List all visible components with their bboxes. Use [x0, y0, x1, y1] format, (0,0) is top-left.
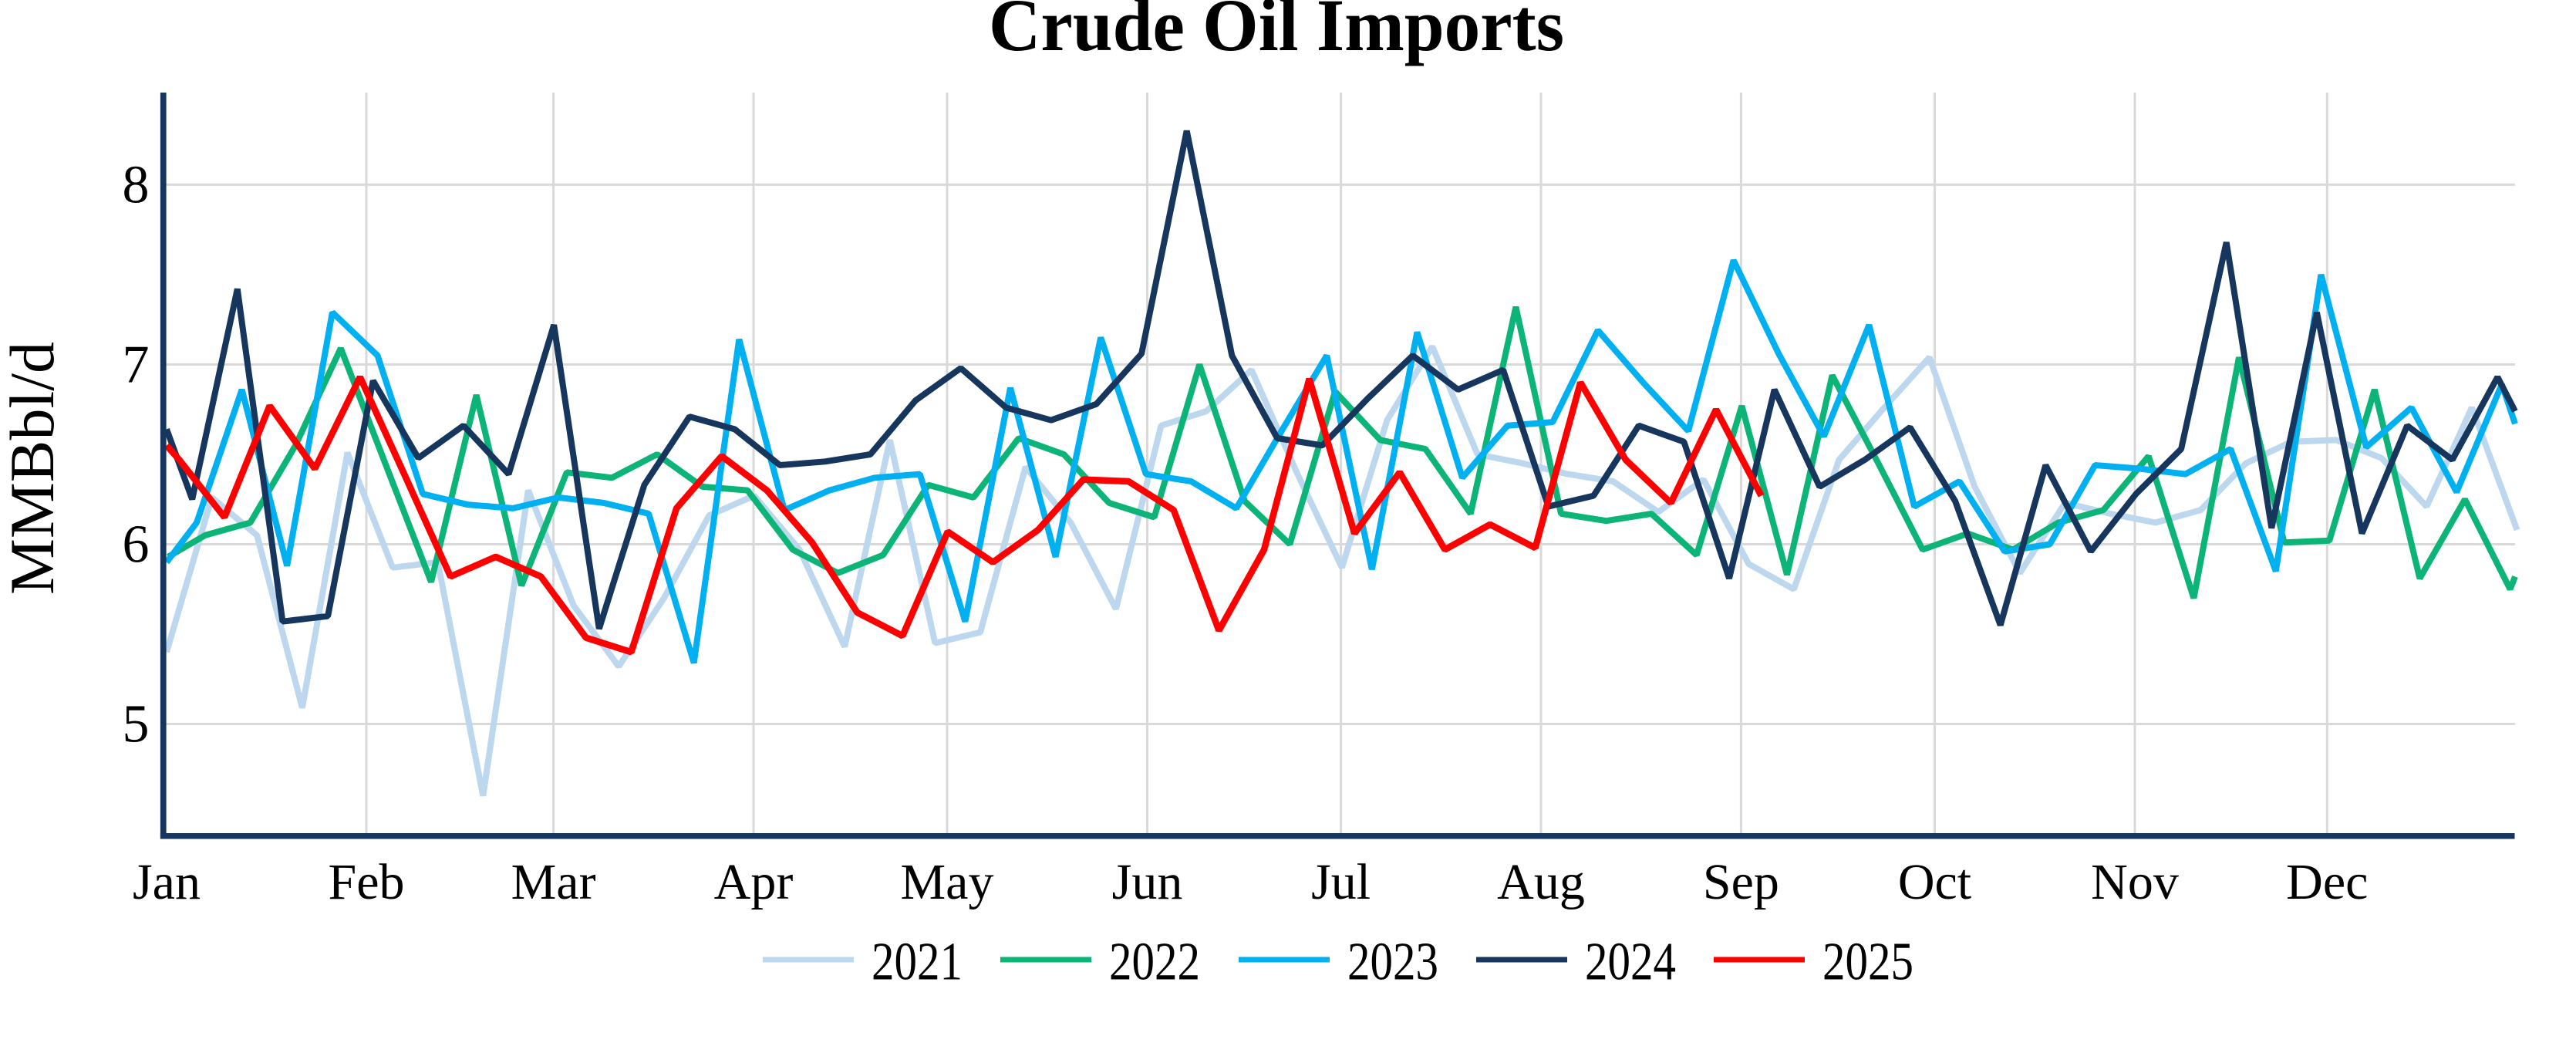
svg-text:Mar: Mar: [511, 854, 596, 910]
svg-text:Jan: Jan: [133, 854, 201, 910]
svg-text:7: 7: [123, 336, 150, 395]
svg-text:Sep: Sep: [1703, 854, 1779, 910]
svg-text:Dec: Dec: [2286, 854, 2368, 910]
svg-text:Crude Oil Imports: Crude Oil Imports: [989, 0, 1564, 66]
svg-text:Oct: Oct: [1898, 854, 1971, 910]
svg-text:Jul: Jul: [1311, 854, 1371, 910]
svg-text:2025: 2025: [1822, 933, 1913, 992]
svg-text:Feb: Feb: [329, 854, 405, 910]
svg-text:6: 6: [123, 515, 150, 575]
svg-text:Nov: Nov: [2091, 854, 2179, 910]
svg-text:May: May: [901, 854, 994, 910]
svg-text:Jun: Jun: [1112, 854, 1183, 910]
svg-text:2024: 2024: [1585, 933, 1676, 992]
svg-text:2023: 2023: [1347, 933, 1438, 992]
svg-text:8: 8: [123, 155, 150, 214]
svg-text:Aug: Aug: [1497, 854, 1585, 910]
svg-text:5: 5: [123, 695, 150, 754]
svg-text:2022: 2022: [1109, 933, 1200, 992]
svg-text:Apr: Apr: [714, 854, 794, 910]
svg-text:MMBbl/d: MMBbl/d: [0, 342, 67, 595]
svg-text:2021: 2021: [872, 933, 963, 992]
